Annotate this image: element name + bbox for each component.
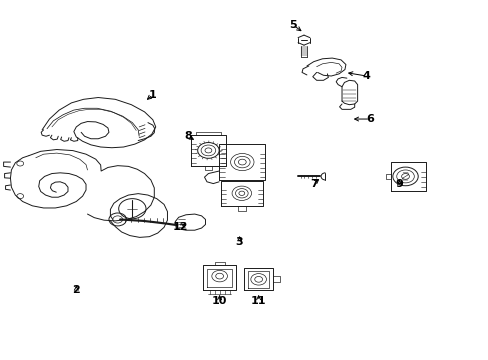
- Text: 9: 9: [395, 179, 403, 189]
- Text: 1: 1: [149, 90, 156, 100]
- Text: 2: 2: [72, 285, 80, 296]
- Text: 4: 4: [362, 71, 369, 81]
- Text: 3: 3: [235, 237, 243, 247]
- Text: 8: 8: [183, 131, 191, 141]
- Text: 6: 6: [366, 114, 373, 124]
- Text: 12: 12: [172, 222, 187, 232]
- Text: 11: 11: [250, 296, 266, 306]
- Text: 5: 5: [289, 20, 297, 30]
- Text: 7: 7: [309, 179, 317, 189]
- Text: 10: 10: [211, 296, 227, 306]
